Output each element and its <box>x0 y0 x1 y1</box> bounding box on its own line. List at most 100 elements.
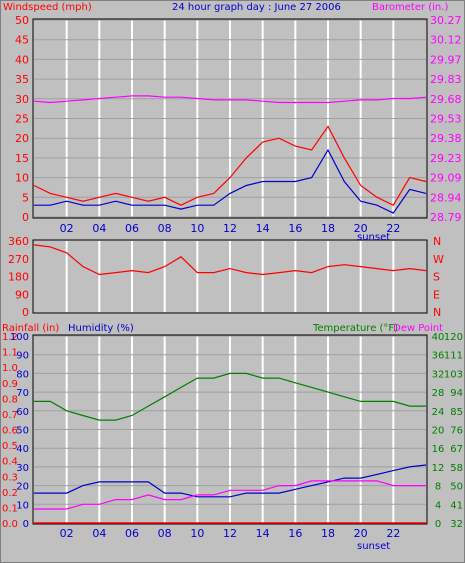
hum-xtick-14: 14 <box>256 527 270 540</box>
sunset-label-top: sunset <box>357 232 390 243</box>
temp-c-tick-8: 32 <box>432 369 445 380</box>
wind-ytick-6: 30 <box>15 93 29 106</box>
temp-c-tick-1: 4 <box>435 500 441 511</box>
wind-ytick-0: 0 <box>22 211 29 224</box>
dewpoint-line <box>34 480 426 510</box>
rain-ytick-2: 0.2 <box>2 488 18 499</box>
temp-c-tick-4: 16 <box>432 444 445 455</box>
barometer-axis-label: Barometer (in.) <box>372 2 448 13</box>
wind-xtick-18: 18 <box>321 222 335 235</box>
baro-ytick-8: 29.97 <box>430 53 462 66</box>
dir-ytick-0: 0 <box>22 306 29 319</box>
wind-ytick-8: 40 <box>15 53 29 66</box>
humidity-ytick-2: 20 <box>16 482 29 493</box>
wind-average-line <box>34 148 427 214</box>
wind-xtick-20: 20 <box>354 222 368 235</box>
humidity-ytick-6: 60 <box>16 407 29 418</box>
rain-ytick-0: 0.0 <box>2 519 18 530</box>
wind-ytick-4: 20 <box>15 132 29 145</box>
dir-ytick-2: 180 <box>8 271 29 284</box>
wind-ytick-10: 50 <box>15 14 29 27</box>
baro-ytick-0: 28.79 <box>430 211 462 224</box>
baro-ytick-10: 30.27 <box>430 14 462 27</box>
rain-ytick-10: 1.0 <box>2 363 18 374</box>
dir-compass-1: E <box>433 288 440 301</box>
hum-xtick-20: 20 <box>354 527 368 540</box>
temp-c-tick-2: 8 <box>435 482 441 493</box>
wind-ytick-9: 45 <box>15 34 29 47</box>
wind-xtick-08: 08 <box>158 222 172 235</box>
temperature-line <box>34 372 426 421</box>
wind-xtick-02: 02 <box>60 222 74 235</box>
humidity-axis-label: Humidity (%) <box>68 323 134 334</box>
baro-ytick-2: 29.09 <box>430 172 462 185</box>
dir-compass-0: N <box>433 306 441 319</box>
dewpoint-axis-label: Dew Point <box>393 323 443 334</box>
windspeed-axis-label: Windspeed (mph) <box>3 2 92 13</box>
wind-ytick-7: 35 <box>15 73 29 86</box>
humidity-ytick-1: 10 <box>16 500 29 511</box>
humidity-ytick-10: 100 <box>10 332 29 343</box>
baro-ytick-6: 29.68 <box>430 93 462 106</box>
humidity-ytick-4: 40 <box>16 444 29 455</box>
wind-ytick-5: 25 <box>15 113 29 126</box>
dir-ytick-3: 270 <box>8 253 29 266</box>
wind-ytick-1: 5 <box>22 191 29 204</box>
temp-f-tick-2: 50 <box>450 482 463 493</box>
rain-ytick-5: 0.5 <box>2 441 18 452</box>
temp-c-tick-0: 0 <box>435 519 441 530</box>
temp-f-tick-7: 94 <box>450 388 463 399</box>
wind-xtick-14: 14 <box>256 222 270 235</box>
wind-xtick-04: 04 <box>92 222 106 235</box>
hum-xtick-12: 12 <box>223 527 237 540</box>
temp-f-tick-0: 32 <box>450 519 463 530</box>
temp-f-tick-8: 103 <box>444 369 463 380</box>
hum-xtick-22: 22 <box>386 527 400 540</box>
baro-ytick-5: 29.53 <box>430 113 462 126</box>
temp-c-tick-6: 24 <box>432 407 445 418</box>
hum-xtick-08: 08 <box>158 527 172 540</box>
windspeed-line <box>33 125 427 206</box>
barometer-line <box>33 95 427 104</box>
temp-f-tick-9: 111 <box>444 351 463 362</box>
baro-ytick-3: 29.23 <box>430 152 462 165</box>
humidity-ytick-8: 80 <box>16 369 29 380</box>
baro-ytick-7: 29.83 <box>430 73 462 86</box>
hum-xtick-02: 02 <box>60 527 74 540</box>
hum-xtick-04: 04 <box>92 527 106 540</box>
temp-f-tick-1: 41 <box>450 500 463 511</box>
rain-ytick-3: 0.3 <box>2 472 18 483</box>
temp-c-tick-5: 20 <box>432 426 445 437</box>
rain-ytick-9: 0.9 <box>2 379 18 390</box>
rain-ytick-11: 1.1 <box>2 348 18 359</box>
humidity-line <box>34 464 427 498</box>
humidity-ytick-5: 50 <box>16 426 29 437</box>
rainfall-axis-label: Rainfall (in) <box>2 323 59 334</box>
dir-ytick-1: 90 <box>15 288 29 301</box>
rain-ytick-12: 1.2 <box>2 332 18 343</box>
wind-ytick-3: 15 <box>15 152 29 165</box>
dir-ytick-4: 360 <box>8 235 29 248</box>
dir-compass-3: W <box>433 253 444 266</box>
temp-f-tick-10: 120 <box>444 332 463 343</box>
wind-xtick-10: 10 <box>190 222 204 235</box>
chart-title: 24 hour graph day : June 27 2006 <box>172 2 341 13</box>
hum-xtick-16: 16 <box>288 527 302 540</box>
temp-c-tick-9: 36 <box>432 351 445 362</box>
baro-ytick-1: 28.94 <box>430 191 462 204</box>
temp-c-tick-10: 40 <box>432 332 445 343</box>
wind-xtick-12: 12 <box>223 222 237 235</box>
wind-ytick-2: 10 <box>15 172 29 185</box>
temp-c-tick-7: 28 <box>432 388 445 399</box>
rain-ytick-4: 0.4 <box>2 457 18 468</box>
humidity-ytick-9: 90 <box>16 351 29 362</box>
wind-xtick-16: 16 <box>288 222 302 235</box>
rain-ytick-8: 0.8 <box>2 394 18 405</box>
baro-ytick-9: 30.12 <box>430 34 462 47</box>
sunset-label-bottom: sunset <box>357 541 390 552</box>
temp-f-tick-5: 76 <box>450 426 463 437</box>
humidity-ytick-3: 30 <box>16 463 29 474</box>
temp-f-tick-4: 67 <box>450 444 463 455</box>
